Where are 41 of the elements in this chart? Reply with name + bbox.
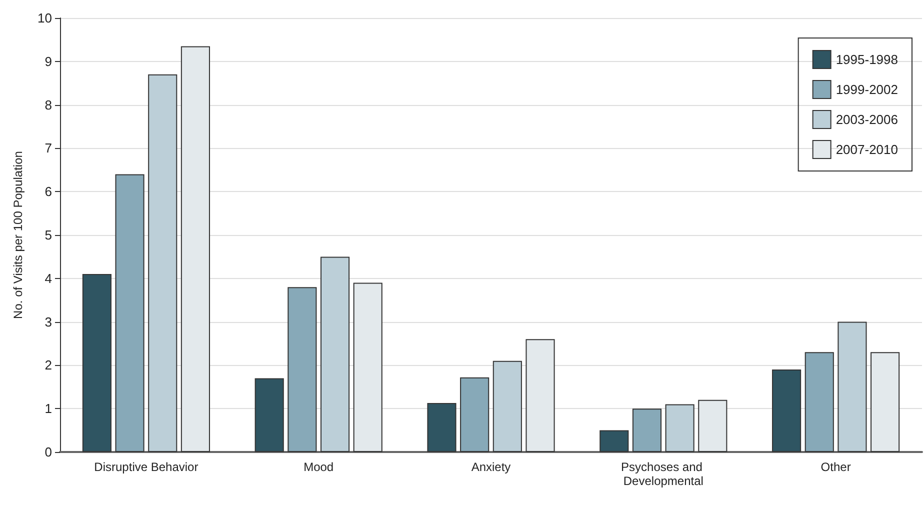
y-axis-title: No. of Visits per 100 Population (11, 151, 25, 319)
bar (115, 174, 144, 452)
bar (288, 287, 317, 452)
y-tick-label: 2 (44, 358, 52, 373)
y-tick-label: 9 (44, 54, 52, 69)
bar (492, 360, 522, 452)
bar (427, 402, 456, 452)
x-tick-label: Other (820, 460, 851, 474)
legend-label: 2003-2006 (836, 112, 898, 127)
bar (353, 282, 382, 452)
y-tick-label: 1 (44, 401, 52, 416)
y-tick-label: 7 (44, 140, 52, 156)
x-tick-label: Disruptive Behavior (94, 460, 198, 474)
y-tick-label: 6 (44, 184, 52, 200)
bar (870, 352, 900, 452)
y-tick-label: 5 (44, 228, 52, 242)
y-tick-label: 8 (44, 97, 52, 112)
bar (254, 378, 284, 452)
bar (772, 370, 802, 452)
bar (804, 352, 834, 452)
bar (82, 274, 112, 452)
bar (180, 46, 210, 452)
bar (460, 377, 490, 452)
x-tick-label: Mood (304, 460, 334, 474)
y-tick-label: 10 (38, 10, 52, 26)
y-tick-label: 4 (44, 270, 52, 286)
bar (526, 339, 555, 452)
legend-label: 1995-1998 (836, 52, 898, 67)
legend-label: 1999-2002 (836, 82, 898, 97)
bar (838, 322, 867, 452)
legend-label: 2007-2010 (836, 142, 898, 157)
bar (698, 400, 728, 452)
y-tick-label: 0 (44, 444, 52, 460)
bar (600, 430, 629, 452)
bar (632, 408, 662, 452)
bar (665, 404, 694, 452)
bar (148, 74, 178, 452)
x-tick-label: Anxiety (471, 460, 511, 474)
bar (320, 256, 350, 452)
x-tick-label: Psychoses and Developmental (621, 460, 706, 488)
y-tick-label: 3 (44, 314, 52, 330)
